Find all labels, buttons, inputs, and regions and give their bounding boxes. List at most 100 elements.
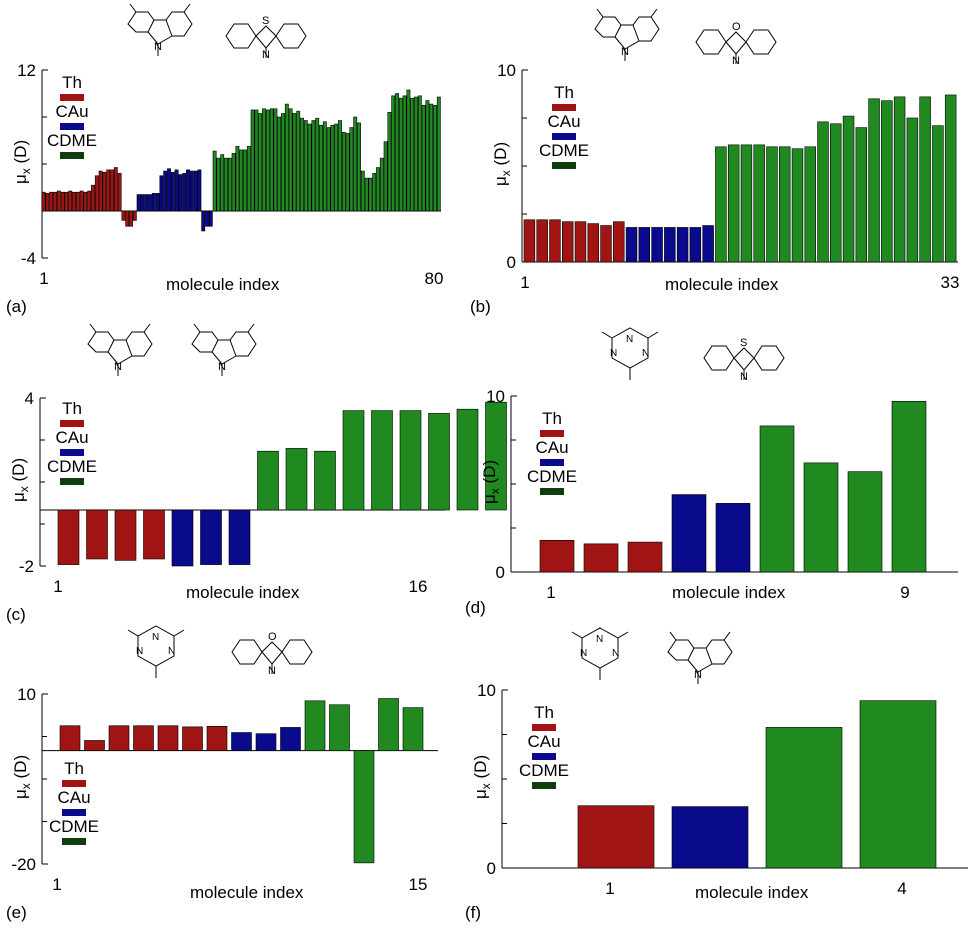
y-tick-label: 0 <box>496 563 505 582</box>
bar-cdme <box>349 127 354 212</box>
phenoxazine-icon: ON <box>231 631 313 677</box>
legend: Th CAu CDME <box>519 703 569 789</box>
bar-cdme <box>372 173 377 212</box>
bar-cau <box>664 227 676 263</box>
bar-cdme <box>778 146 791 263</box>
bar-cau <box>638 227 651 263</box>
bar-cdme <box>402 95 407 212</box>
y-tick-label: 10 <box>497 61 516 80</box>
legend-label-cdme: CDME <box>47 131 97 150</box>
bar-cdme <box>715 146 727 263</box>
legend-swatch-cdme <box>62 838 86 845</box>
legend-swatch-cau <box>60 123 84 130</box>
substituent-bonds <box>596 8 658 18</box>
atom-label: N <box>168 646 175 657</box>
bar-cdme <box>357 122 361 212</box>
atom-label: N <box>740 371 748 383</box>
y-tick-label: -20 <box>11 855 36 874</box>
y-axis-label: μx (D) <box>491 142 513 186</box>
x-axis-label: molecule index <box>695 883 809 902</box>
bar-cdme <box>387 112 392 212</box>
bar-th <box>206 725 228 751</box>
bar-cdme <box>859 700 937 869</box>
y-axis-label: μx (D) <box>471 755 493 799</box>
bar-cau <box>171 509 194 567</box>
y-tick-label: -2 <box>19 557 34 576</box>
bar-cdme <box>855 127 868 263</box>
substituent-bonds <box>129 3 191 13</box>
bar-cdme <box>216 157 221 212</box>
bar-cdme <box>391 95 396 212</box>
bar-cdme <box>304 700 326 751</box>
bar-th <box>102 171 107 212</box>
bar-cdme <box>322 121 327 212</box>
legend-label-cau: CAu <box>57 788 90 807</box>
bar-cdme <box>766 146 778 263</box>
bar-th <box>68 190 73 212</box>
bond-lines <box>571 627 629 680</box>
bar-th <box>45 193 50 212</box>
legend-label-cau: CAu <box>55 102 88 121</box>
bar-cau <box>197 169 202 212</box>
atom-label: N <box>580 648 587 659</box>
bar-cdme <box>262 108 266 212</box>
bar-cdme <box>759 425 795 573</box>
bar-cdme <box>906 117 919 263</box>
bond-lines <box>231 639 313 674</box>
atom-label: N <box>262 49 270 61</box>
bar-cdme <box>284 103 289 212</box>
bar-cdme <box>257 450 279 511</box>
bar-cau <box>228 509 251 565</box>
bar-cdme <box>288 108 293 212</box>
x-tick-label-first: 1 <box>39 269 48 288</box>
bar-cau <box>174 169 179 212</box>
bar-cdme <box>406 89 411 212</box>
panel-label: (b) <box>470 297 491 316</box>
bar-cdme <box>254 109 259 212</box>
atom-label: O <box>268 631 277 643</box>
bar-cdme <box>273 108 278 212</box>
bar-cdme <box>456 408 479 511</box>
x-axis-label: molecule index <box>665 275 779 294</box>
legend-swatch-th <box>60 94 84 101</box>
bond-lines <box>191 331 257 376</box>
legend-label-cau: CAu <box>535 438 568 457</box>
bar-cau <box>671 806 749 869</box>
legend: Th CAu CDME <box>47 399 97 485</box>
bar-th <box>574 221 587 263</box>
bar-cdme <box>227 157 232 212</box>
bar-cau <box>163 170 168 212</box>
bar-cdme <box>371 410 393 511</box>
atom-label: N <box>596 634 603 645</box>
bar-cdme <box>944 94 957 263</box>
bar-cdme <box>246 146 251 212</box>
bar-th <box>53 191 57 212</box>
legend-label-cdme: CDME <box>527 467 577 486</box>
legend: Th CAu CDME <box>539 83 589 169</box>
bar-cdme <box>292 113 297 212</box>
legend: Th CAu CDME <box>527 409 577 495</box>
bar-cdme <box>243 149 247 212</box>
bar-cdme <box>378 698 399 751</box>
bond-lines <box>127 11 193 56</box>
substituent-bonds <box>89 323 151 333</box>
bar-cau <box>671 494 707 573</box>
bar-cdme <box>311 120 316 212</box>
bar-cdme <box>402 707 424 751</box>
bond-lines <box>703 345 785 380</box>
panel-label: (c) <box>6 605 26 624</box>
bar-cdme <box>224 157 228 212</box>
bar-cdme <box>932 125 944 263</box>
bar-th <box>84 740 105 751</box>
bar-cdme <box>277 116 282 212</box>
bar-cdme <box>341 131 346 212</box>
bar-th <box>129 210 133 227</box>
legend-swatch-th <box>62 780 86 787</box>
bar-cau <box>193 170 198 212</box>
bar-cdme <box>285 448 308 511</box>
